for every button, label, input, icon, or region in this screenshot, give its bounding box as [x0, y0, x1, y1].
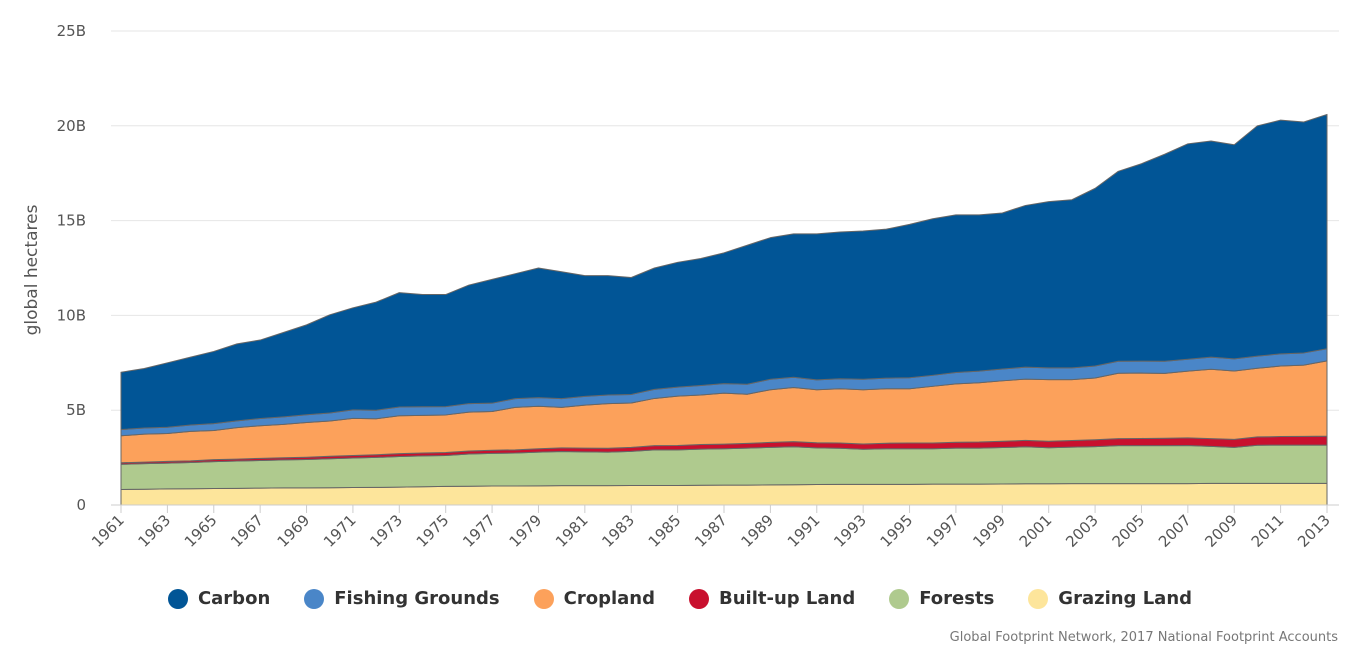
legend-dot-icon: [167, 588, 188, 609]
x-tick-label: 2013: [1294, 511, 1334, 551]
legend-dot-icon: [1028, 588, 1049, 609]
legend-label: Built-up Land: [719, 588, 856, 609]
legend-dot-icon: [533, 588, 554, 609]
x-tick-label: 2011: [1248, 511, 1288, 551]
legend-item-forests[interactable]: Forests: [889, 588, 994, 609]
y-tick-label: 25B: [57, 22, 86, 40]
legend-label: Forests: [919, 588, 995, 609]
x-tick-label: 1989: [737, 511, 777, 551]
x-tick-label: 1983: [598, 511, 638, 551]
legend-label: Fishing Grounds: [334, 588, 500, 609]
x-tick-label: 1979: [506, 511, 546, 551]
x-tick-label: 1985: [645, 511, 685, 551]
area-series-group: [120, 113, 1328, 506]
y-tick-label: 10B: [57, 306, 86, 324]
x-tick-label: 2009: [1201, 511, 1241, 551]
x-tick-label: 1991: [784, 511, 824, 551]
x-tick-label: 1963: [134, 511, 174, 551]
legend-dot-icon: [304, 588, 325, 609]
legend-label: Carbon: [197, 588, 271, 609]
legend-item-grazing-land[interactable]: Grazing Land: [1028, 588, 1192, 609]
x-tick-label: 1993: [830, 511, 870, 551]
x-tick-label: 1961: [88, 511, 128, 551]
x-axis: 1961 1963 1965 1967 1969 1971 1973 1975 1977 1979…: [88, 504, 1339, 551]
legend-label: Grazing Land: [1058, 588, 1193, 609]
legend-dot-icon: [889, 588, 910, 609]
x-tick-label: 2005: [1109, 511, 1149, 551]
x-tick-label: 1999: [969, 511, 1009, 551]
x-tick-label: 1981: [552, 511, 592, 551]
x-tick-label: 1965: [181, 511, 221, 551]
x-tick-label: 1995: [877, 511, 917, 551]
legend-item-fishing-grounds[interactable]: Fishing Grounds: [304, 588, 500, 609]
x-tick-label: 1967: [227, 511, 267, 551]
x-tick-label: 1969: [274, 511, 314, 551]
y-axis-title: global hectares: [22, 204, 42, 335]
legend-item-built-up-land[interactable]: Built-up Land: [689, 588, 855, 609]
x-tick-label: 1971: [320, 511, 360, 551]
y-tick-label: 20B: [57, 117, 86, 135]
y-tick-label: 0: [76, 496, 86, 514]
x-tick-label: 2001: [1016, 511, 1056, 551]
area-carbon[interactable]: [120, 113, 1328, 431]
x-tick-label: 1975: [413, 511, 453, 551]
legend: Carbon Fishing Grounds Cropland Built-up…: [0, 588, 1360, 609]
x-tick-label: 2007: [1155, 511, 1195, 551]
legend-item-cropland[interactable]: Cropland: [533, 588, 655, 609]
credit-text[interactable]: Global Footprint Network, 2017 National …: [949, 630, 1338, 645]
y-axis: 0 5B 10B 15B 20B 25B: [57, 22, 86, 514]
x-tick-label: 1973: [366, 511, 406, 551]
legend-dot-icon: [689, 588, 709, 609]
legend-item-carbon[interactable]: Carbon: [167, 588, 271, 609]
x-tick-label: 1997: [923, 511, 963, 551]
legend-label: Cropland: [563, 588, 655, 609]
y-tick-label: 15B: [57, 212, 86, 230]
x-tick-label: 2003: [1062, 511, 1102, 551]
x-tick-label: 1987: [691, 511, 731, 551]
x-tick-label: 1977: [459, 511, 499, 551]
y-tick-label: 5B: [66, 401, 86, 419]
